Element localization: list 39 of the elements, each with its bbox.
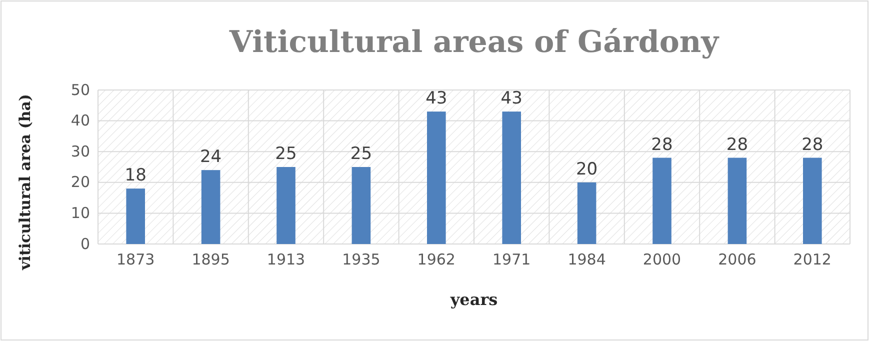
data-label: 25 — [350, 144, 372, 164]
bar — [201, 170, 220, 244]
data-label: 43 — [500, 88, 522, 109]
bar — [276, 167, 296, 244]
chart-title: Viticultural areas of Gárdony — [228, 25, 720, 60]
bar — [728, 158, 747, 244]
y-axis-title: viticultural area (ha) — [16, 94, 34, 272]
data-label: 24 — [200, 147, 222, 168]
y-tick-label: 30 — [70, 142, 90, 160]
data-label: 25 — [275, 144, 297, 164]
x-tick-label: 1971 — [492, 250, 531, 269]
x-tick-label: 1895 — [192, 250, 230, 269]
x-tick-label: 2006 — [718, 250, 756, 269]
x-tick-label: 2012 — [793, 250, 832, 269]
x-tick-label: 1962 — [417, 250, 456, 269]
x-tick-label: 1913 — [266, 250, 306, 269]
bar — [803, 158, 822, 244]
data-label: 18 — [124, 166, 146, 186]
data-label: 28 — [802, 134, 824, 155]
x-tick-label: 1935 — [342, 250, 380, 269]
bar — [427, 112, 446, 244]
data-label: 28 — [651, 134, 673, 155]
y-tick-label: 50 — [70, 80, 90, 99]
bar — [126, 188, 145, 244]
y-tick-label: 40 — [70, 112, 90, 130]
y-tick-label: 0 — [80, 234, 90, 253]
x-tick-label: 2000 — [642, 250, 682, 269]
bar — [577, 182, 596, 244]
y-tick-label: 20 — [70, 173, 90, 192]
bar — [502, 112, 521, 244]
x-axis-title: years — [449, 290, 498, 309]
data-label: 43 — [426, 88, 448, 109]
y-tick-label: 10 — [70, 204, 90, 222]
x-tick-label: 1873 — [116, 250, 155, 269]
x-tick-label: 1984 — [568, 250, 606, 269]
data-label: 28 — [726, 134, 748, 155]
data-label: 20 — [576, 159, 598, 180]
bar — [352, 167, 371, 244]
bar — [652, 158, 672, 244]
